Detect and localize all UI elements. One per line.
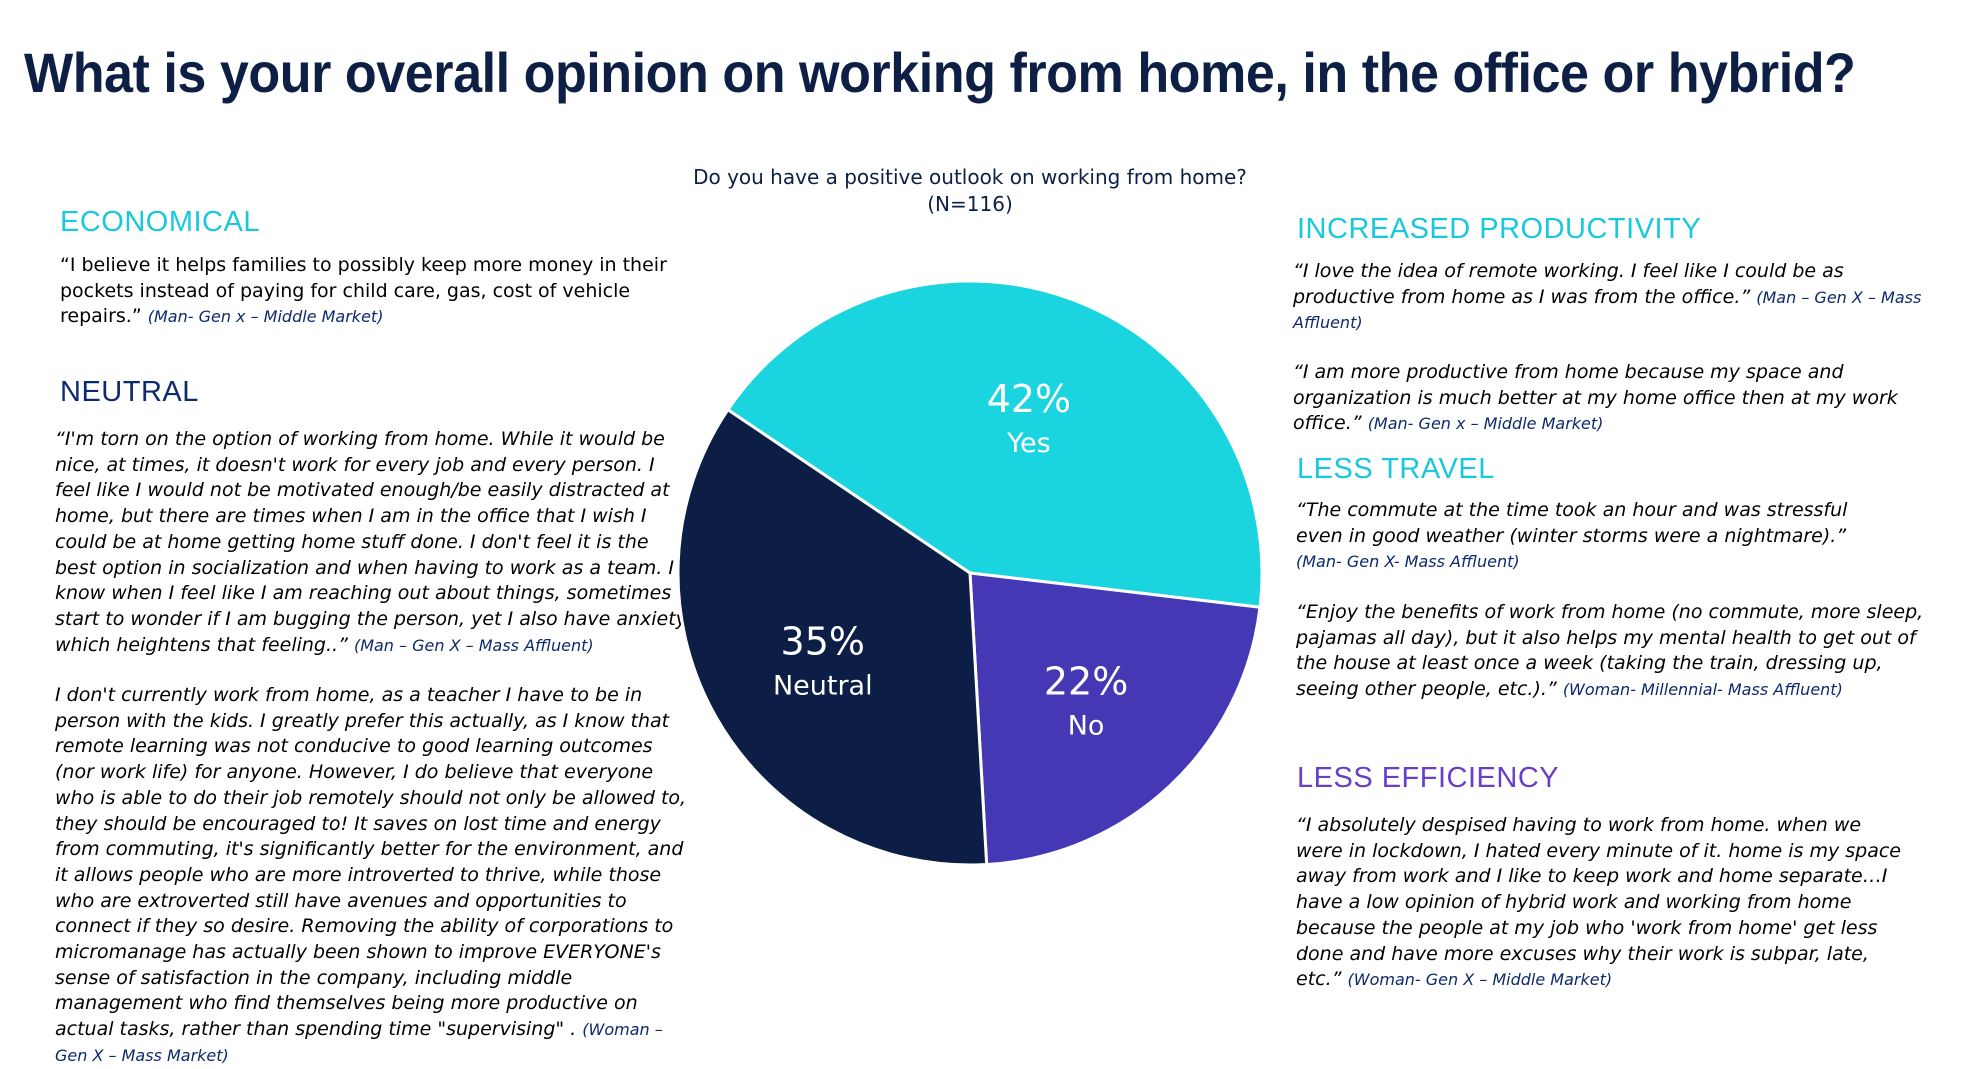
increased-productivity-quote-2: “I am more productive from home because … [1293, 360, 1933, 437]
pie-value-label-yes: 42% [987, 377, 1071, 421]
neutral-quote-1: “I'm torn on the option of working from … [55, 427, 695, 658]
pie-slice-yes [725, 279, 1264, 609]
pie-value-label-neutral: 35% [781, 620, 865, 664]
less-travel-attribution-1: (Man- Gen X- Mass Affluent) [1296, 552, 1520, 572]
pie-chart: 42% Yes 22% No 35% Neutral [676, 279, 1264, 867]
pie-value-label-no: 22% [1044, 659, 1128, 703]
neutral-quote-2-text: I don't currently work from home, as a t… [55, 684, 687, 1041]
increased-productivity-quote-1: “I love the idea of remote working. I fe… [1293, 259, 1933, 336]
neutral-quote-1-text: “I'm torn on the option of working from … [55, 428, 692, 656]
chart-subtitle: (N=116) [927, 192, 1013, 216]
neutral-heading: NEUTRAL [60, 376, 199, 408]
increased-productivity-attribution-1: (Man – Gen X – Mass Affluent) [1293, 287, 1922, 333]
increased-productivity-attribution-2: (Man- Gen x – Middle Market) [1367, 414, 1604, 434]
less-travel-attribution-2: (Woman- Millennial- Mass Affluent) [1562, 680, 1843, 700]
neutral-attribution-1: (Man – Gen X – Mass Affluent) [353, 635, 594, 655]
less-travel-heading: LESS TRAVEL [1297, 453, 1495, 485]
pie-category-label-yes: Yes [1006, 428, 1051, 459]
increased-productivity-quote-1-text: “I love the idea of remote working. I fe… [1293, 260, 1844, 308]
economical-heading: ECONOMICAL [60, 206, 260, 238]
chart-heading: Do you have a positive outlook on workin… [660, 164, 1280, 218]
pie-category-label-no: No [1068, 710, 1105, 741]
less-travel-quote-2-text: “Enjoy the benefits of work from home (n… [1296, 601, 1924, 701]
less-travel-quote-1-text: “The commute at the time took an hour an… [1296, 499, 1848, 547]
pie-slice-no [968, 571, 1262, 867]
economical-quote-text: “I believe it helps families to possibly… [60, 254, 667, 328]
less-travel-quote-1: “The commute at the time took an hour an… [1296, 498, 1896, 575]
neutral-quote-2: I don't currently work from home, as a t… [55, 683, 695, 1069]
increased-productivity-quote-2-text: “I am more productive from home because … [1293, 361, 1898, 435]
increased-productivity-heading: INCREASED PRODUCTIVITY [1297, 213, 1702, 245]
pie-category-label-neutral: Neutral [773, 671, 873, 702]
less-travel-quote-2: “Enjoy the benefits of work from home (n… [1296, 600, 1926, 703]
less-efficiency-quote-text: “I absolutely despised having to work fr… [1296, 814, 1901, 991]
less-efficiency-heading: LESS EFFICIENCY [1297, 762, 1560, 794]
economical-quote: “I believe it helps families to possibly… [60, 253, 700, 330]
less-efficiency-attribution: (Woman- Gen X – Middle Market) [1347, 970, 1613, 990]
page-title: What is your overall opinion on working … [24, 41, 1856, 104]
economical-attribution: (Man- Gen x – Middle Market) [147, 307, 384, 327]
chart-title: Do you have a positive outlook on workin… [693, 165, 1247, 189]
less-efficiency-quote: “I absolutely despised having to work fr… [1296, 813, 1906, 993]
pie-slice-neutral [676, 407, 989, 867]
